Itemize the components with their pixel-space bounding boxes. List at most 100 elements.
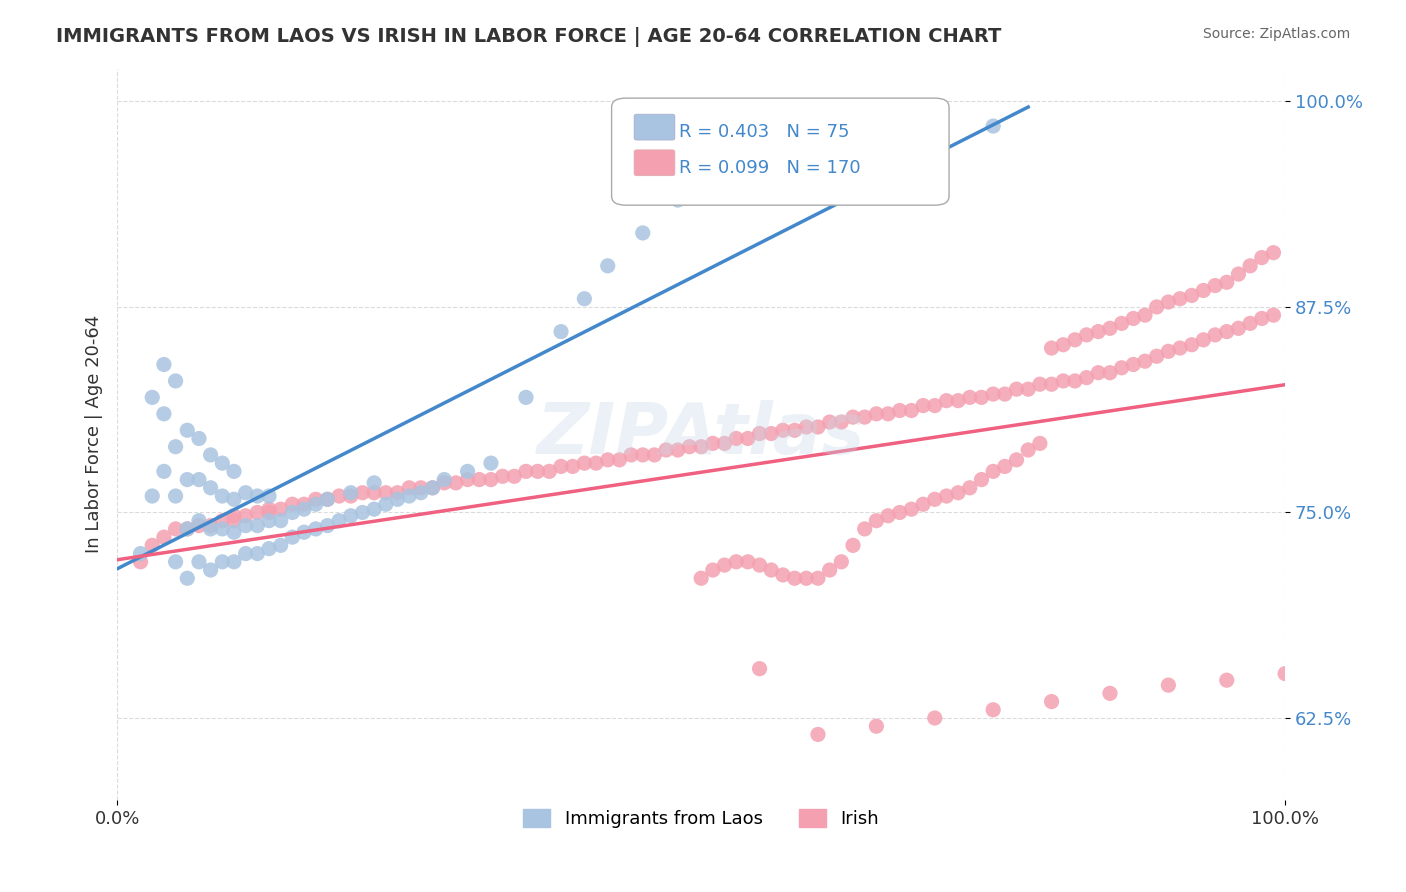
Point (246, 547, 269, 561)
Point (387, 485, 409, 500)
Point (176, 571, 198, 585)
Point (761, 426, 783, 441)
Point (748, 558, 770, 573)
Point (141, 538, 163, 552)
Point (257, 489, 280, 503)
Point (1040, 377, 1063, 392)
Point (818, 563, 841, 577)
Point (1192, 333, 1215, 347)
Point (865, 514, 887, 528)
Point (316, 492, 339, 507)
Point (235, 547, 257, 561)
Point (725, 555, 748, 569)
Point (1005, 382, 1028, 396)
Point (609, 453, 631, 467)
Legend: Immigrants from Laos, Irish: Immigrants from Laos, Irish (516, 801, 886, 835)
Point (702, 436, 724, 450)
Point (713, 436, 735, 450)
Point (316, 518, 339, 533)
Point (235, 485, 257, 500)
Point (328, 489, 350, 503)
Point (468, 473, 491, 487)
Point (1076, 327, 1098, 342)
Point (200, 563, 222, 577)
Point (737, 555, 759, 569)
Point (1052, 374, 1074, 388)
Point (1064, 374, 1087, 388)
Point (153, 530, 176, 544)
Point (176, 522, 198, 536)
Point (200, 518, 222, 533)
Point (1146, 349, 1168, 363)
Point (422, 481, 444, 495)
Point (1263, 245, 1285, 260)
Point (363, 502, 385, 516)
Point (748, 426, 770, 441)
Point (853, 410, 876, 425)
Point (550, 325, 572, 339)
Point (877, 508, 900, 523)
Point (946, 393, 969, 408)
Point (129, 555, 152, 569)
Point (352, 506, 374, 520)
Point (1122, 358, 1144, 372)
Point (222, 555, 245, 569)
Point (783, 571, 806, 585)
Point (912, 399, 935, 413)
Point (631, 226, 654, 240)
Point (187, 473, 209, 487)
Point (200, 448, 222, 462)
Point (830, 555, 852, 569)
Point (678, 440, 700, 454)
Point (1076, 370, 1098, 384)
Point (981, 387, 1004, 401)
Point (292, 525, 315, 540)
Point (1111, 360, 1133, 375)
Point (690, 571, 713, 585)
Point (515, 464, 537, 478)
Point (491, 469, 513, 483)
Point (1098, 321, 1121, 335)
Point (363, 485, 385, 500)
Point (503, 469, 526, 483)
Point (1005, 453, 1028, 467)
Point (690, 163, 713, 178)
Point (1098, 686, 1121, 700)
Point (807, 727, 830, 741)
Point (666, 442, 689, 457)
Point (292, 497, 315, 511)
Point (1040, 695, 1063, 709)
Point (842, 538, 865, 552)
Point (165, 440, 187, 454)
Point (270, 502, 292, 516)
Point (409, 481, 432, 495)
Point (246, 506, 269, 520)
Point (1040, 341, 1063, 355)
Point (281, 497, 304, 511)
Point (457, 473, 479, 487)
Point (981, 703, 1004, 717)
Point (409, 485, 432, 500)
Point (270, 514, 292, 528)
Point (153, 358, 176, 372)
Point (1146, 300, 1168, 314)
Point (865, 719, 887, 733)
Point (153, 464, 176, 478)
Point (842, 410, 865, 425)
Point (783, 423, 806, 437)
Point (1250, 251, 1272, 265)
Point (1216, 325, 1239, 339)
Point (761, 563, 783, 577)
Point (807, 136, 830, 150)
Point (153, 407, 176, 421)
Point (479, 456, 502, 470)
Point (959, 390, 981, 404)
Point (398, 481, 420, 495)
Point (924, 399, 946, 413)
Point (176, 522, 198, 536)
Point (1064, 333, 1087, 347)
Point (1133, 354, 1156, 368)
Point (794, 571, 817, 585)
Point (1157, 678, 1180, 692)
Point (281, 506, 304, 520)
